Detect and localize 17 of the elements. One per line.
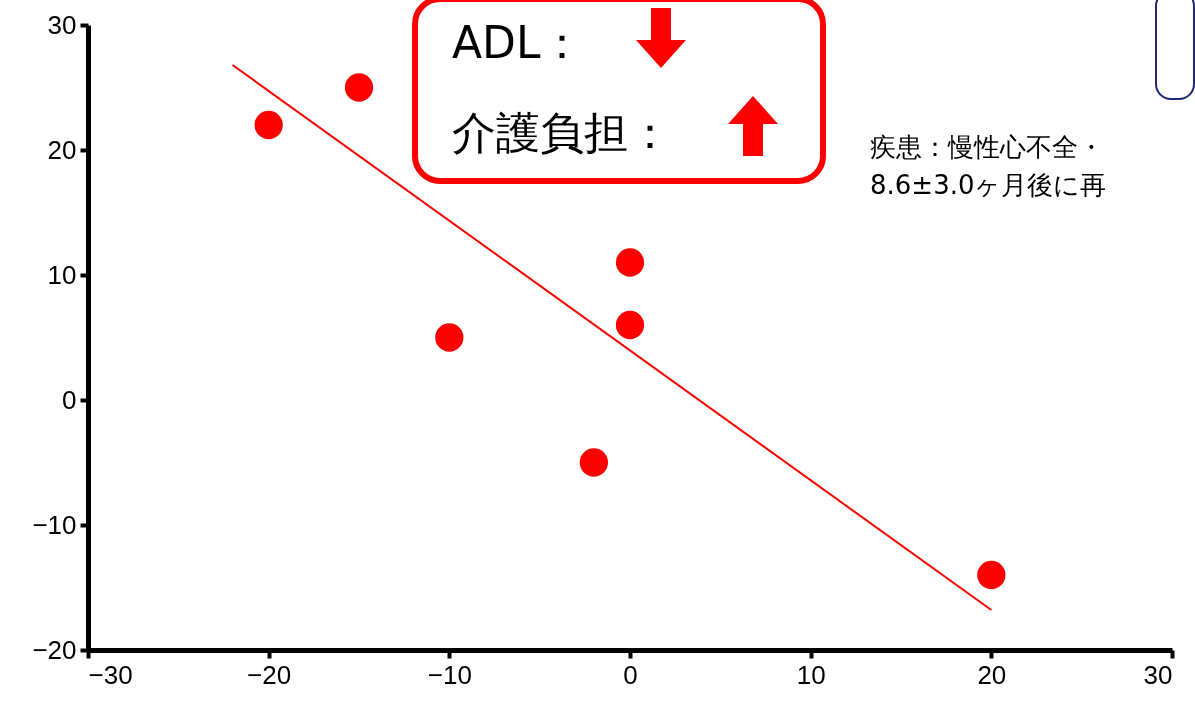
x-tick-label: −30 <box>88 659 133 690</box>
y-tick-label: −10 <box>32 509 77 540</box>
x-tick-label: −10 <box>427 659 472 690</box>
annotation: 疾患：慢性心不全・ <box>870 131 1104 164</box>
annotation: 8.6±3.0ヶ月後に再 <box>870 169 1107 202</box>
y-tick-label: −20 <box>32 634 77 665</box>
x-tick-label: 30 <box>1143 659 1173 690</box>
x-tick-label: 20 <box>977 659 1007 690</box>
y-tick-label: 10 <box>47 259 77 290</box>
x-tick-label: −20 <box>247 659 292 690</box>
annotation: ADL： <box>452 16 585 70</box>
annotation: 介護負担： <box>452 106 672 160</box>
y-tick-label: 20 <box>47 134 77 165</box>
y-tick-label: 0 <box>62 384 77 415</box>
y-tick-label: 30 <box>47 9 77 40</box>
x-tick-label: 10 <box>796 659 826 690</box>
x-tick-label: 0 <box>623 659 638 690</box>
